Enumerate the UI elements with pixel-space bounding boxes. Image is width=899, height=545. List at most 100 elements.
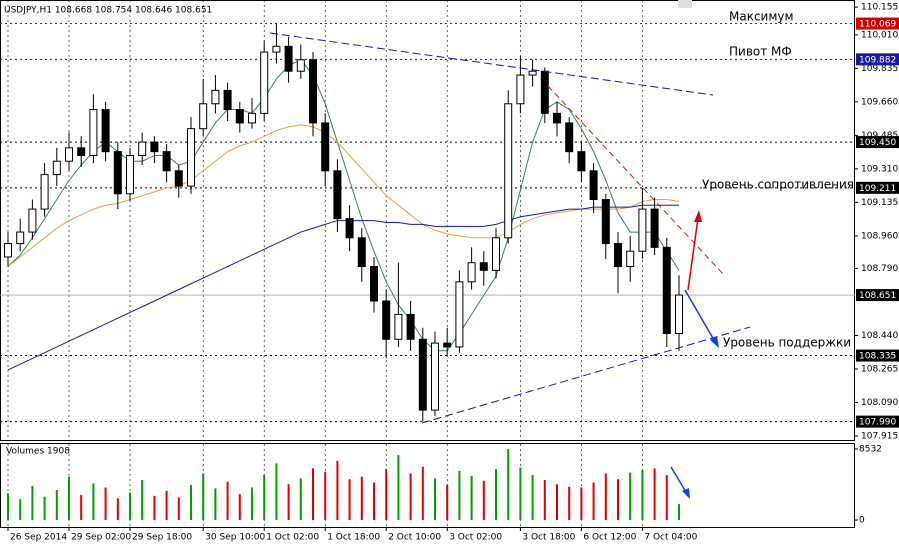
- volume-bar: [214, 488, 217, 520]
- candle-body: [89, 109, 98, 156]
- up-arrow: [687, 217, 699, 291]
- volume-bar: [43, 496, 46, 520]
- volume-bar: [19, 499, 22, 520]
- level-label-box: [856, 17, 899, 30]
- volume-bar: [348, 479, 351, 520]
- level-label-box: [856, 53, 899, 66]
- volume-arrow-head: [682, 488, 690, 499]
- volume-bar: [446, 485, 449, 520]
- volume-tick-label: 0: [859, 516, 865, 526]
- candle-body: [394, 313, 403, 340]
- volume-bar: [80, 495, 83, 520]
- volume-bar: [104, 487, 107, 520]
- candle-body: [126, 154, 134, 195]
- candle-body: [16, 231, 25, 245]
- candle-body: [345, 218, 354, 239]
- y-tick-label: 107.915: [861, 431, 898, 441]
- volume-bar: [543, 480, 546, 520]
- volume-tick-label: 8532: [859, 445, 882, 455]
- volume-bar: [336, 460, 339, 520]
- candle-body: [65, 147, 73, 162]
- candle-body: [40, 174, 49, 210]
- candle-body: [162, 151, 171, 172]
- x-tick-label: 2 Oct 10:00: [388, 533, 441, 543]
- candle-body: [235, 109, 244, 124]
- level-label: 109.882: [859, 55, 896, 65]
- candle-body: [540, 70, 549, 114]
- candle-body: [52, 160, 61, 176]
- volume-title: Volumes 1908: [6, 447, 70, 457]
- volume-bar: [177, 497, 180, 520]
- x-tick-label: 29 Sep 02:00: [71, 533, 131, 543]
- y-tick-label: 109.835: [861, 64, 898, 74]
- volume-bar: [592, 482, 595, 520]
- y-tick-label: 109.310: [861, 164, 898, 174]
- volume-bar: [678, 504, 680, 520]
- x-tick-label: 7 Oct 04:00: [644, 533, 697, 543]
- x-tick-label: 26 Sep 2014: [10, 533, 67, 543]
- volume-bar: [556, 484, 558, 520]
- level-label: 110.069: [859, 20, 896, 30]
- level-label: 108.335: [859, 352, 896, 362]
- volume-bar: [519, 467, 522, 520]
- volume-bar: [629, 472, 632, 520]
- candle-body: [296, 59, 305, 72]
- annotation: Пивот МФ: [729, 45, 792, 59]
- chart-title: USDJPY,H1 108.668 108.754 108.646 108.65…: [4, 6, 212, 16]
- candle-body: [272, 45, 281, 53]
- candle-body: [284, 45, 293, 72]
- y-tick-label: 109.660: [861, 97, 898, 107]
- down-arrow-head: [710, 336, 719, 348]
- level-label-box: [856, 136, 899, 149]
- volume-bar: [360, 476, 363, 520]
- support-trendline: [421, 326, 751, 424]
- level-label: 109.450: [859, 138, 896, 148]
- volume-bar: [604, 473, 607, 520]
- volume-bar: [458, 470, 461, 520]
- volume-bar: [470, 475, 473, 520]
- candle-body: [260, 51, 269, 114]
- y-tick-label: 110.155: [861, 3, 898, 13]
- annotation: Уровень поддержки: [723, 336, 851, 350]
- candle-body: [77, 147, 86, 156]
- volume-bar: [153, 495, 156, 520]
- candle-body: [675, 294, 683, 335]
- volume-bar: [385, 469, 388, 520]
- volume-bar: [226, 481, 229, 520]
- volume-bar: [373, 482, 375, 520]
- candle-body: [187, 128, 195, 187]
- candle-body: [638, 208, 647, 252]
- candle-body: [199, 103, 208, 130]
- volume-arrow: [670, 466, 687, 493]
- candle-body: [418, 338, 427, 411]
- candle-body: [101, 109, 110, 153]
- volume-bar: [568, 486, 571, 520]
- volume-bar: [92, 483, 95, 520]
- x-tick-label: 29 Sep 18:00: [132, 533, 192, 543]
- candle-body: [455, 281, 464, 348]
- volume-bar: [324, 471, 327, 520]
- candle-body: [357, 237, 366, 268]
- candle-body: [223, 89, 232, 111]
- x-tick-label: 6 Oct 12:00: [583, 533, 636, 543]
- candle-body: [174, 170, 183, 187]
- candle-body: [431, 342, 439, 411]
- candle-body: [601, 199, 610, 245]
- annotation: Уровень сопротивления: [702, 178, 854, 192]
- up-arrow-head: [694, 210, 702, 222]
- volume-bar: [287, 484, 290, 520]
- level-label: 108.651: [859, 291, 896, 301]
- volume-bar: [165, 490, 168, 520]
- candle-body: [406, 313, 415, 340]
- volume-bar: [275, 463, 278, 520]
- volume-bar: [7, 493, 9, 520]
- x-tick-label: 1 Oct 02:00: [266, 533, 319, 543]
- candle-body: [382, 300, 391, 340]
- candle-body: [553, 112, 561, 124]
- x-tick-label: 3 Oct 18:00: [522, 533, 575, 543]
- annotation: Максимум: [729, 10, 794, 24]
- y-tick-label: 108.090: [861, 398, 898, 408]
- volume-bar: [141, 480, 144, 520]
- volume-bar: [68, 476, 70, 520]
